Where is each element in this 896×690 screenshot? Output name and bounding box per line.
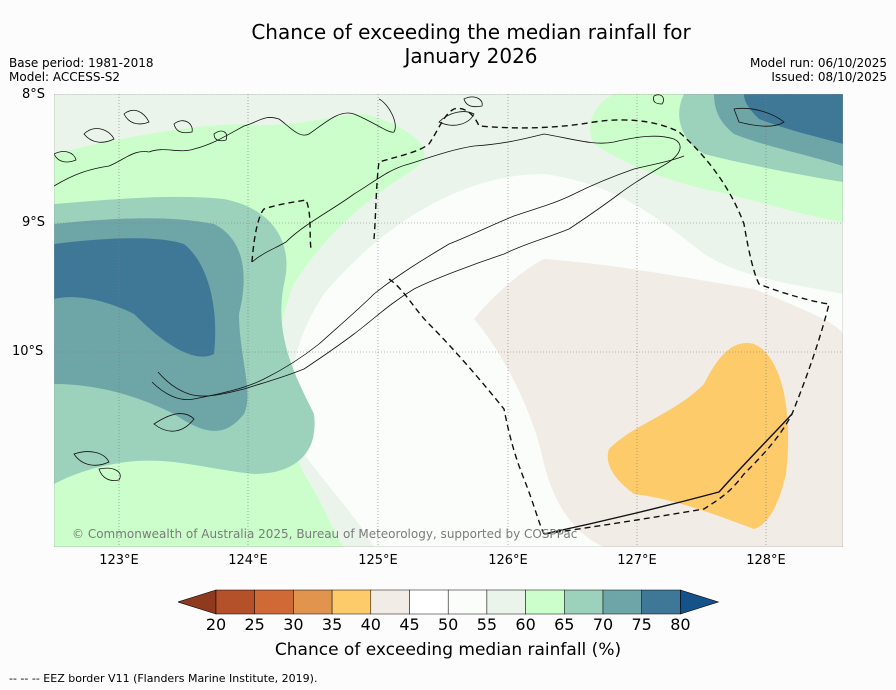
colorbar-swatch — [409, 589, 449, 615]
title-line-2: January 2026 — [404, 44, 538, 68]
coast-alor — [438, 96, 483, 126]
colorbar-tick-label: 70 — [592, 615, 614, 634]
colorbar-tick-label: 80 — [670, 615, 691, 634]
colorbar-under-triangle — [178, 589, 217, 615]
base-info: Base period: 1981-2018 Model: ACCESS-S2 — [9, 56, 154, 84]
lon-label-124e: 124°E — [228, 553, 268, 568]
lat-label-9s: 9°S — [22, 215, 46, 230]
colorbar-tick-label: 65 — [554, 615, 575, 634]
colorbar-tick-label: 20 — [205, 615, 227, 634]
colorbar-tick-label: 50 — [438, 615, 459, 634]
colorbar-title: Chance of exceeding median rainfall (%) — [274, 640, 622, 660]
colorbar-swatch — [564, 589, 604, 615]
colorbar-tick-label: 40 — [360, 615, 381, 634]
map-title: Chance of exceeding the median rainfall … — [0, 20, 896, 68]
colorbar-swatch — [293, 589, 333, 615]
coast-flores-islands — [54, 109, 228, 163]
colorbar-swatch — [215, 589, 255, 615]
colorbar-tick-label: 35 — [321, 615, 343, 634]
coast-wetar — [653, 94, 785, 127]
model-run-text: Model run: 06/10/2025 — [749, 56, 887, 70]
contour-75-80 — [54, 238, 216, 357]
coast-timor-north — [157, 133, 681, 397]
credit-text: © Commonwealth of Australia 2025, Bureau… — [72, 527, 578, 541]
colorbar-swatch — [254, 589, 294, 615]
lat-label-8s: 8°S — [22, 87, 46, 102]
coast-rote — [73, 413, 195, 481]
eez-border-west — [388, 278, 545, 535]
title-line-1: Chance of exceeding the median rainfall … — [251, 20, 691, 44]
colorbar-tick-label: 30 — [283, 615, 304, 634]
colorbar-over-triangle — [680, 589, 720, 615]
graticule — [54, 94, 843, 547]
colorbar-tick-label: 60 — [515, 615, 536, 634]
colorbar-swatch — [486, 589, 526, 615]
lon-label-123e: 123°E — [99, 553, 139, 568]
coast-timor-south — [151, 155, 685, 401]
colorbar-tick-label: 75 — [631, 615, 652, 634]
timor-solid-border — [543, 413, 793, 535]
footnote: -- -- -- EEZ border V11 (Flanders Marine… — [9, 672, 318, 685]
colorbar-tick-label: 45 — [399, 615, 420, 634]
run-info: Model run: 06/10/2025 Issued: 08/10/2025 — [750, 56, 887, 84]
colorbar-swatch — [331, 589, 372, 615]
lon-label-127e: 127°E — [617, 553, 657, 568]
contour-75-80-east — [744, 94, 843, 144]
model-text: Model: ACCESS-S2 — [9, 70, 121, 84]
contour-35-40 — [607, 343, 789, 529]
colorbar-tick-label: 55 — [476, 615, 498, 634]
coast-flores — [54, 98, 396, 187]
colorbar-swatch — [641, 589, 681, 615]
colorbar-swatch — [602, 589, 642, 615]
eez-border — [251, 107, 830, 535]
colorbar-tick-label: 25 — [244, 615, 265, 634]
issued-text: Issued: 08/10/2025 — [771, 70, 887, 84]
lat-label-10s: 10°S — [12, 344, 44, 359]
lon-label-125e: 125°E — [358, 553, 398, 568]
base-period-text: Base period: 1981-2018 — [9, 56, 154, 70]
colorbar-swatch — [525, 589, 565, 615]
colorbar — [178, 589, 720, 615]
colorbar-swatch — [370, 589, 410, 615]
coastlines — [54, 94, 785, 481]
lon-label-126e: 126°E — [488, 553, 528, 568]
colorbar-swatch — [447, 589, 488, 615]
lon-label-128e: 128°E — [746, 553, 786, 568]
rainfall-map — [54, 94, 843, 547]
